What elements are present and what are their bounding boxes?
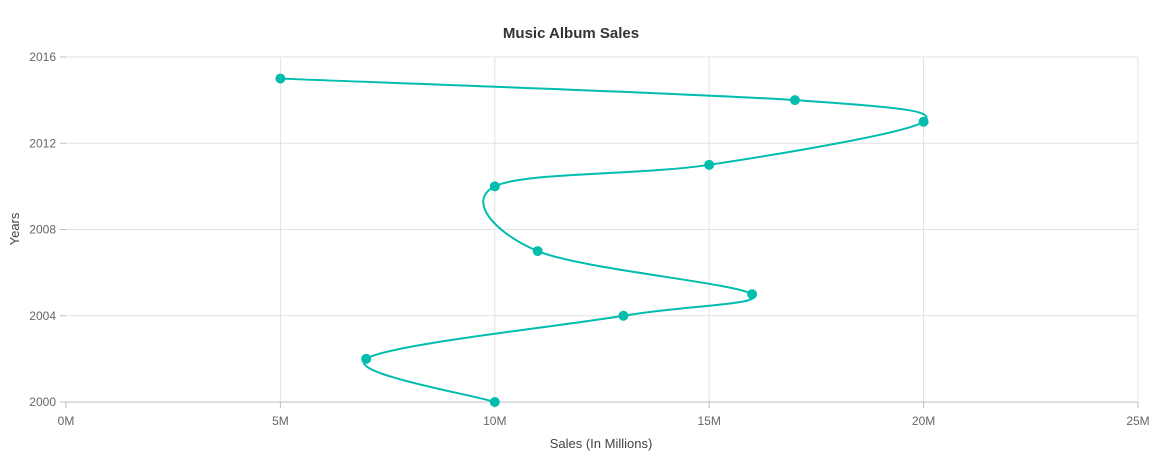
data-point[interactable] xyxy=(747,289,758,300)
y-tick-label: 2004 xyxy=(29,309,56,323)
data-point[interactable] xyxy=(361,353,372,364)
data-point[interactable] xyxy=(489,181,500,192)
data-point[interactable] xyxy=(918,116,929,127)
data-point[interactable] xyxy=(489,397,500,407)
grid-layer xyxy=(66,56,1139,402)
data-point[interactable] xyxy=(618,310,629,321)
chart-title: Music Album Sales xyxy=(503,25,639,42)
y-tick-label: 2016 xyxy=(29,50,56,64)
x-tick-label: 10M xyxy=(483,414,506,428)
x-tick-label: 25M xyxy=(1126,414,1149,428)
x-tick-label: 5M xyxy=(272,414,289,428)
data-point[interactable] xyxy=(789,95,800,106)
data-point[interactable] xyxy=(532,246,543,257)
x-tick-label: 20M xyxy=(912,414,935,428)
data-point[interactable] xyxy=(704,159,715,170)
series-layer xyxy=(275,73,929,407)
series-line xyxy=(280,77,928,403)
x-axis-title: Sales (In Millions) xyxy=(550,436,653,451)
x-tick-label: 15M xyxy=(698,414,721,428)
x-tick-label: 0M xyxy=(58,414,75,428)
y-axis-title: Years xyxy=(7,212,22,245)
data-point[interactable] xyxy=(275,73,286,84)
y-tick-label: 2012 xyxy=(29,136,56,150)
y-tick-label: 2000 xyxy=(29,395,56,409)
axis-layer: 0M 5M 10M 15M 20M 25M 2000 2004 2008 2012 2016 xyxy=(29,50,1149,428)
y-tick-label: 2008 xyxy=(29,223,56,237)
